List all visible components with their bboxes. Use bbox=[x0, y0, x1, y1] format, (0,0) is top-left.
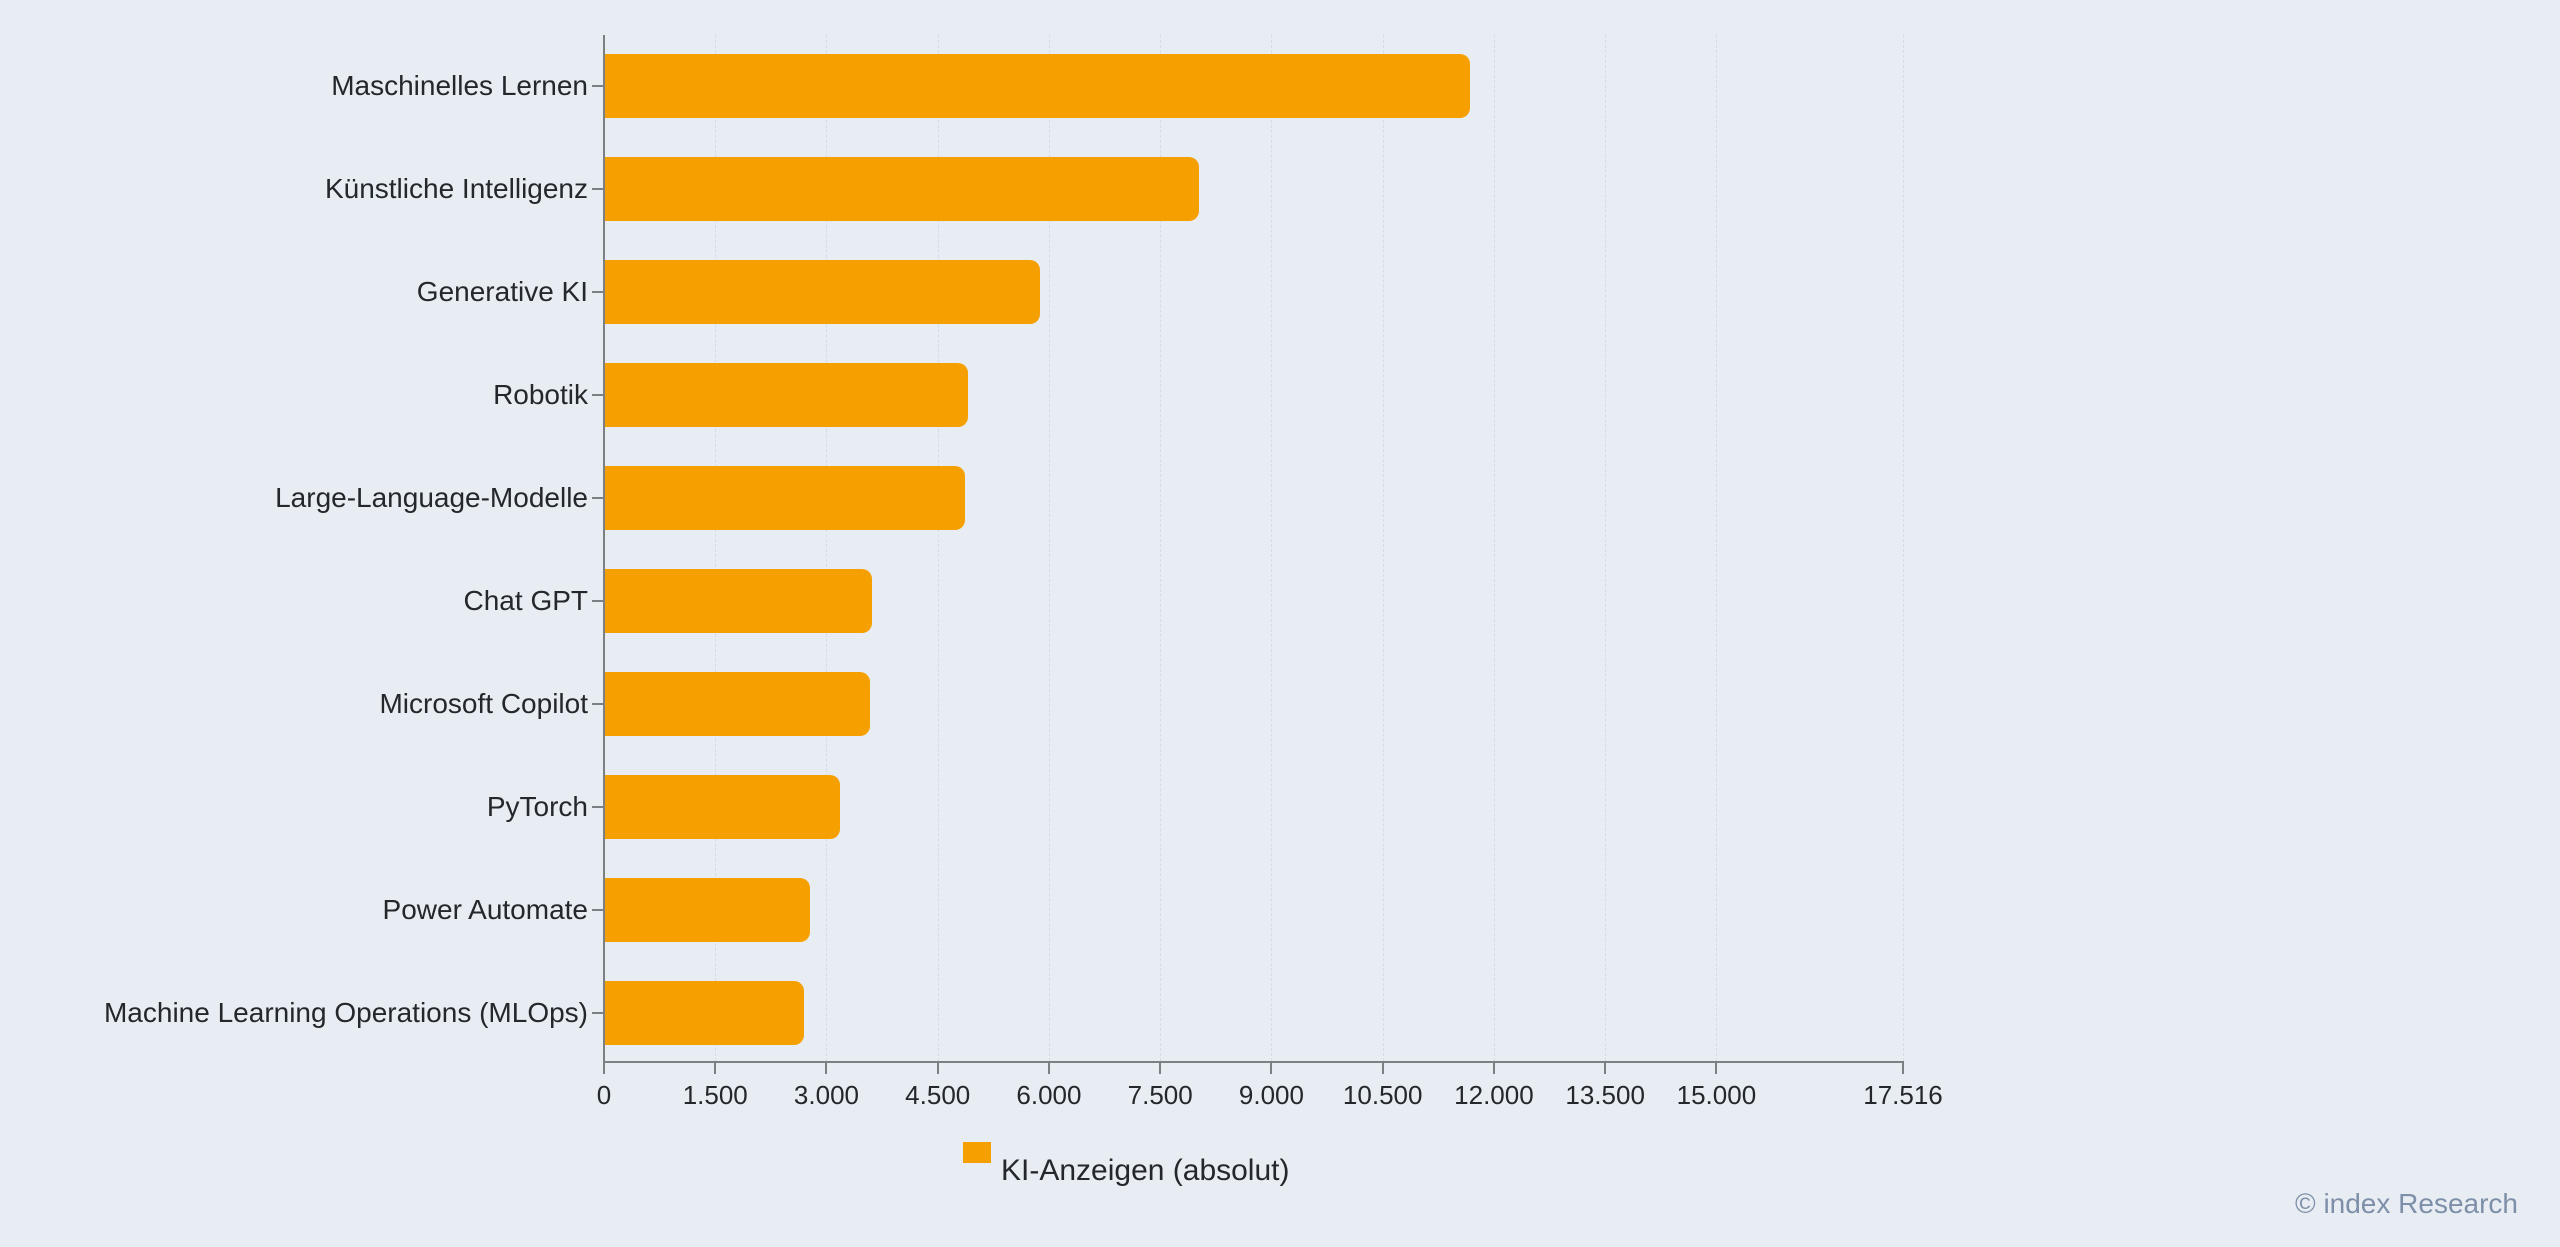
x-axis-tick bbox=[1381, 1061, 1384, 1074]
bar bbox=[605, 466, 965, 530]
category-label: Chat GPT bbox=[463, 585, 588, 616]
y-axis-tick bbox=[592, 188, 604, 190]
x-tick-label: 4.500 bbox=[905, 1080, 971, 1110]
x-axis-tick bbox=[1270, 1061, 1273, 1074]
y-axis-tick bbox=[592, 497, 604, 499]
bar bbox=[605, 157, 1200, 221]
y-axis-tick bbox=[592, 291, 604, 293]
x-axis-tick bbox=[825, 1061, 828, 1074]
x-axis-tick bbox=[936, 1061, 939, 1074]
gridline bbox=[826, 35, 828, 1061]
bar bbox=[605, 363, 968, 427]
x-tick-label: 13.500 bbox=[1565, 1080, 1645, 1110]
gridline bbox=[1271, 35, 1273, 1061]
gridline bbox=[1382, 35, 1384, 1061]
x-tick-label: 1.500 bbox=[682, 1080, 748, 1110]
x-tick-label: 9.000 bbox=[1238, 1080, 1304, 1110]
x-tick-label: 12.000 bbox=[1454, 1080, 1534, 1110]
y-axis-tick bbox=[592, 600, 604, 602]
category-label: PyTorch bbox=[486, 791, 588, 822]
copyright-text: © index Research bbox=[2295, 1188, 2518, 1219]
legend-swatch bbox=[963, 1142, 991, 1163]
y-axis-tick bbox=[592, 703, 604, 705]
x-tick-label: 7.500 bbox=[1127, 1080, 1193, 1110]
gridline bbox=[715, 35, 717, 1061]
gridline bbox=[1605, 35, 1607, 1061]
category-label: Machine Learning Operations (MLOps) bbox=[103, 997, 588, 1028]
y-axis-tick bbox=[592, 394, 604, 396]
legend-label: KI-Anzeigen (absolut) bbox=[1001, 1154, 1290, 1187]
category-label: Large-Language-Modelle bbox=[275, 482, 588, 513]
category-label: Künstliche Intelligenz bbox=[324, 173, 588, 204]
x-axis-tick bbox=[1902, 1061, 1904, 1074]
category-label: Power Automate bbox=[382, 894, 588, 925]
legend: KI-Anzeigen (absolut) bbox=[963, 1140, 1290, 1188]
category-label: Robotik bbox=[493, 379, 588, 410]
x-axis-tick bbox=[714, 1061, 717, 1074]
category-label: Maschinelles Lernen bbox=[331, 70, 588, 101]
gridline bbox=[1160, 35, 1162, 1061]
gridline bbox=[1493, 35, 1495, 1061]
y-axis-tick bbox=[592, 85, 604, 87]
bar bbox=[605, 775, 841, 839]
y-axis-tick bbox=[592, 909, 604, 911]
bar bbox=[605, 54, 1471, 118]
y-axis-tick bbox=[592, 1012, 604, 1014]
x-tick-label: 17.516 bbox=[1863, 1080, 1943, 1110]
x-tick-label: 15.000 bbox=[1676, 1080, 1757, 1110]
x-tick-label: 10.500 bbox=[1342, 1080, 1423, 1110]
x-axis-tick bbox=[603, 1061, 605, 1074]
x-tick-label: 0 bbox=[596, 1080, 612, 1110]
x-axis-tick bbox=[1492, 1061, 1495, 1074]
bar bbox=[605, 672, 871, 736]
gridline bbox=[1903, 35, 1904, 1061]
bar bbox=[605, 981, 804, 1045]
x-axis-line bbox=[603, 1061, 1904, 1063]
gridline bbox=[1716, 35, 1718, 1061]
x-axis-tick bbox=[1604, 1061, 1607, 1074]
gridline bbox=[1048, 35, 1050, 1061]
y-axis-line bbox=[603, 35, 605, 1063]
y-axis-tick bbox=[592, 806, 604, 808]
category-label: Generative KI bbox=[416, 276, 588, 307]
gridline bbox=[937, 35, 939, 1061]
x-axis-tick bbox=[1159, 1061, 1162, 1074]
x-axis-tick bbox=[1047, 1061, 1050, 1074]
bar bbox=[605, 569, 872, 633]
x-tick-label: 3.000 bbox=[793, 1080, 860, 1110]
bar bbox=[605, 260, 1041, 324]
bar bbox=[605, 878, 810, 942]
x-tick-label: 6.000 bbox=[1016, 1080, 1082, 1110]
category-label: Microsoft Copilot bbox=[379, 688, 588, 719]
x-axis-tick bbox=[1715, 1061, 1718, 1074]
